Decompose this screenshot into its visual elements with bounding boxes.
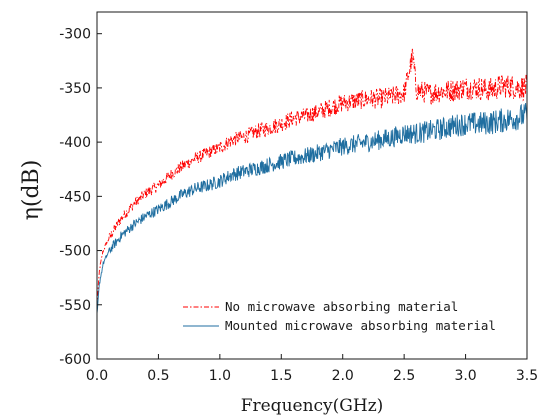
y-tick-label: -350 <box>59 81 91 97</box>
x-tick-label: 3.5 <box>516 368 538 384</box>
ticks-layer: 0.0 0.5 1.0 1.5 2.0 2.5 3.0 3.5 -600 -550 -500 -450… <box>59 27 538 384</box>
y-axis-title: η(dB) <box>19 160 44 221</box>
x-axis-title: Frequency(GHz) <box>241 396 384 416</box>
x-tick-label: 1.0 <box>209 368 231 384</box>
x-tick-label: 0.5 <box>147 368 169 384</box>
plot-frame <box>96 11 528 360</box>
x-tick-label: 0.0 <box>86 368 108 384</box>
series-line-absorber <box>96 102 528 314</box>
y-tick-label: -400 <box>59 135 91 151</box>
x-tick-label: 2.0 <box>332 368 354 384</box>
legend-label: No microwave absorbing material <box>225 299 458 314</box>
y-tick-label: -600 <box>59 352 91 368</box>
series-layer <box>96 48 528 314</box>
y-tick-label: -450 <box>59 189 91 205</box>
x-tick-label: 2.5 <box>393 368 415 384</box>
y-tick-label: -500 <box>59 244 91 260</box>
x-tick-label: 1.5 <box>270 368 292 384</box>
series-line-no-absorber <box>96 48 528 307</box>
y-tick-label: -550 <box>59 298 91 314</box>
x-tick-label: 3.0 <box>454 368 476 384</box>
legend: No microwave absorbing material Mounted m… <box>183 299 496 333</box>
legend-label: Mounted microwave absorbing material <box>225 318 496 333</box>
y-tick-label: -300 <box>59 27 91 43</box>
